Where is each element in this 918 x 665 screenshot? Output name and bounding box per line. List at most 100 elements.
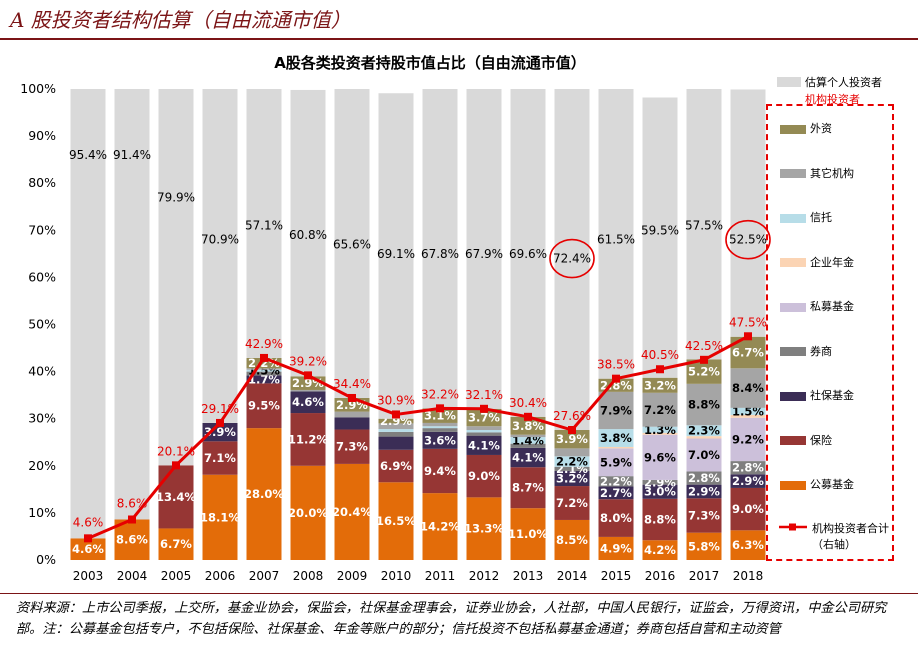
line-point [84,534,92,543]
bar-segment [554,448,590,457]
line-value-label: 34.4% [333,377,371,391]
page-title: A 股投资者结构估算（自由流通市值） [10,8,351,32]
bar-value-label: 67.8% [421,247,459,261]
legend-line-axis-note: （右轴） [812,538,856,551]
line-point [568,426,576,435]
bar-segment [510,434,546,438]
bar-value-label: 2.9% [688,484,720,498]
bar-value-label: 2.8% [732,461,764,475]
bar-segment [598,499,634,537]
bar-segment [246,369,282,372]
bar-value-label: 11.0% [508,527,548,541]
bar-segment [246,89,282,358]
title-rule [0,38,918,40]
bar-value-label: 3.8% [512,419,544,433]
bar-value-label: 2.9% [732,474,764,488]
bar-segment [510,437,546,444]
y-tick-label: 10% [28,505,56,520]
bar-value-label: 7.3% [336,440,368,454]
bar-segment [378,418,414,424]
bar-segment [730,487,766,531]
bar-value-label: 8.7% [512,481,544,495]
bar-value-label: 9.0% [468,469,500,483]
bar-value-label: 65.6% [333,237,371,251]
line-point [348,393,356,402]
line-value-label: 38.5% [597,358,635,372]
bar-value-label: 28.0% [244,487,284,501]
line-point [216,418,224,427]
bar-segment [642,540,678,560]
bar-value-label: 8.0% [600,511,632,525]
bar-value-label: 79.9% [157,190,195,204]
y-tick-label: 40% [28,364,56,379]
bar-segment [466,430,502,433]
legend-label: 信托 [810,211,832,224]
bar-value-label: 8.8% [644,512,676,526]
bar-segment [466,426,502,431]
bar-segment [642,479,678,485]
institutional-total-line [87,334,749,540]
bar-segment [290,465,326,560]
bar-value-label: 59.5% [641,223,679,237]
bar-value-label: 57.5% [685,219,723,233]
line-value-label: 47.5% [729,315,767,329]
bar-segment [686,498,722,533]
bar-segment [202,441,238,475]
bar-segment [554,466,590,471]
bar-segment [334,89,370,398]
legend-swatch [780,302,806,312]
bar-segment [642,426,678,433]
bar-value-label: 1.7% [248,372,280,386]
bar-segment [730,417,766,462]
bar-segment [510,443,546,448]
bar-segment [554,430,590,449]
x-tick-label: 2017 [689,569,720,583]
bar-segment [246,375,282,384]
bar-value-label: 6.7% [732,346,764,360]
bar-segment [466,89,502,409]
y-tick-label: 20% [28,458,56,473]
legend-line-symbol [779,523,807,531]
bar-value-label: 16.5% [376,514,416,528]
bar-segment [422,426,458,429]
line-point [392,410,400,419]
line-point [480,404,488,413]
legend-line-label: 机构投资者合计 [812,522,889,535]
bar-segment [686,436,722,439]
bar-value-label: 6.3% [732,538,764,552]
legend-line-total: 机构投资者合计 （右轴） [778,520,889,552]
bar-segment [422,422,458,427]
bar-segment [642,498,678,541]
bar-segment [158,89,194,466]
bar-value-label: 2.2% [248,356,280,370]
line-value-label: 32.1% [465,388,503,402]
stacked-bar-chart: 0% 10% 20% 30% 40% 50% 60% 70% 80% 90% 100% 4.6% 95.… [20,81,771,583]
bar-value-label: 1.5% [732,404,764,418]
bar-segment [334,463,370,560]
line-point [700,355,708,364]
bar-segment [554,519,590,560]
bar-value-label: 2.8% [688,471,720,485]
x-tick-label: 2011 [425,569,456,583]
legend-swatch [780,391,806,401]
bar-segment [642,377,678,393]
legend-item: 信托 [780,209,832,225]
bar-segment [510,467,546,509]
bar-segment [334,429,370,464]
bar-value-label: 6.7% [160,537,192,551]
bar-segment [246,371,282,376]
bar-segment [334,417,370,430]
bar-value-label: 3.7% [468,411,500,425]
bar-value-label: 2.7% [600,486,632,500]
bar-value-label: 8.8% [688,398,720,412]
bar-segment [290,389,326,392]
bar-segment [642,434,678,480]
bar-segment [554,456,590,467]
bar-segment [554,486,590,520]
x-tick-label: 2012 [469,569,500,583]
bar-segment [686,89,722,360]
bar-segment [70,89,106,539]
bar-value-label: 20.4% [332,505,372,519]
bar-segment [598,391,634,430]
bar-segment [730,474,766,488]
